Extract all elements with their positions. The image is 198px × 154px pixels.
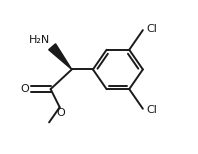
Text: Cl: Cl bbox=[147, 24, 158, 34]
Text: Cl: Cl bbox=[147, 105, 158, 115]
Polygon shape bbox=[49, 44, 72, 69]
Text: O: O bbox=[57, 108, 66, 118]
Text: H₂N: H₂N bbox=[29, 35, 51, 45]
Text: O: O bbox=[21, 84, 30, 94]
